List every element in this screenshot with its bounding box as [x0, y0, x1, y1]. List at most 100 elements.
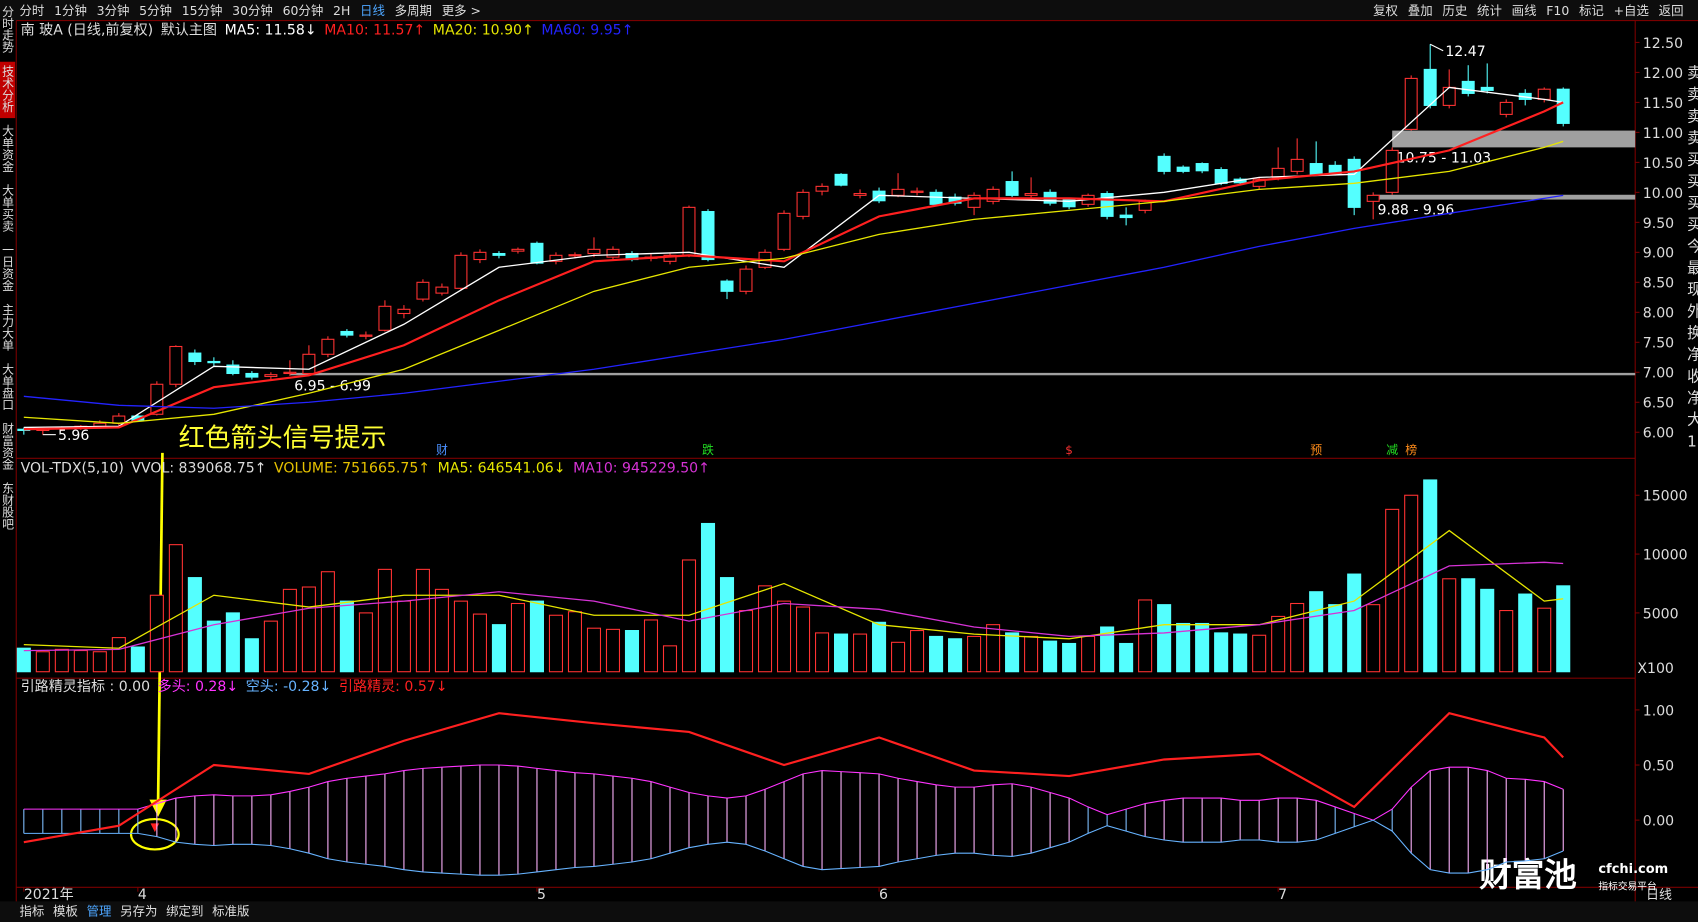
- candle-body: [1195, 163, 1209, 172]
- volume-bar: [320, 571, 335, 673]
- sidebar-tab[interactable]: 东财股吧: [1, 482, 15, 530]
- volume-bar: [719, 577, 735, 673]
- volume-bar: [1043, 640, 1058, 673]
- legend-entry: MA5: 646541.06↓: [438, 460, 566, 476]
- bottom-tab[interactable]: 标准版: [212, 903, 249, 918]
- candle-body: [264, 374, 278, 378]
- sidebar-tab[interactable]: 一日资金: [1, 244, 15, 292]
- ma-line: [23, 86, 1564, 429]
- toolbar-button[interactable]: F10: [1546, 3, 1569, 18]
- bottom-tab[interactable]: 模板: [53, 903, 78, 918]
- extreme-label: 5.96: [58, 428, 89, 444]
- candle-body: [511, 248, 525, 252]
- sidebar-tab[interactable]: 财富资金: [1, 422, 15, 470]
- toolbar-button[interactable]: 历史: [1442, 3, 1467, 18]
- candle-body: [1499, 101, 1513, 115]
- sidebar-active: [0, 61, 16, 119]
- toolbar-tab[interactable]: 多周期: [395, 3, 432, 18]
- event-marker: 跌: [702, 443, 714, 457]
- y-tick-label: 15000: [1643, 489, 1688, 505]
- watermark-brand: 财富池: [1479, 856, 1576, 894]
- event-marker: 榜: [1405, 443, 1417, 457]
- volume-bar: [1176, 622, 1191, 673]
- toolbar-tab[interactable]: 3分钟: [97, 3, 130, 18]
- volume-ma-line: [23, 529, 1564, 649]
- volume-bar: [1309, 591, 1324, 673]
- volume-bar: [548, 614, 564, 673]
- sidebar-tab[interactable]: 大单资金: [1, 124, 15, 172]
- bottom-tab[interactable]: 管理: [87, 903, 112, 918]
- candle-body: [1461, 80, 1475, 94]
- sidebar-tab[interactable]: 分时走势: [1, 5, 15, 53]
- x-tick-label: 2021年: [24, 887, 74, 903]
- ma-line: [23, 140, 1564, 424]
- toolbar-button[interactable]: +自选: [1614, 3, 1649, 18]
- side-quote-label: 现: [1687, 281, 1698, 299]
- toolbar-tab[interactable]: 分时: [19, 3, 44, 18]
- toolbar-button[interactable]: 复权: [1373, 3, 1398, 18]
- candle-body: [1214, 169, 1228, 184]
- legend-entry: 南 玻A (日线,前复权): [21, 22, 154, 39]
- y-tick-label: 11.00: [1643, 126, 1683, 142]
- candle-body: [777, 212, 791, 250]
- candle-body: [910, 190, 924, 193]
- volume-bar: [472, 613, 487, 673]
- sidebar-tab[interactable]: 技术分析: [1, 65, 15, 113]
- toolbar-button[interactable]: 画线: [1512, 3, 1537, 18]
- volume-bar: [853, 633, 868, 673]
- volume-bar: [1328, 604, 1343, 673]
- candle-body: [435, 286, 449, 294]
- toolbar-button[interactable]: 统计: [1477, 3, 1502, 18]
- extreme-pointer: [1429, 43, 1444, 52]
- toolbar-tab[interactable]: 15分钟: [182, 3, 223, 18]
- toolbar-tab[interactable]: 1分钟: [54, 3, 87, 18]
- volume-bar: [1366, 604, 1381, 673]
- candle-body: [682, 206, 696, 256]
- volume-bar: [1062, 642, 1077, 673]
- bottom-tab[interactable]: 指标: [19, 903, 44, 918]
- candle-body: [853, 193, 867, 196]
- side-quote-label: 买: [1687, 216, 1698, 234]
- volume-bar: [872, 621, 887, 673]
- bottom-tab[interactable]: 另存为: [120, 903, 157, 918]
- volume-bar: [111, 637, 126, 673]
- toolbar-button[interactable]: 返回: [1659, 3, 1684, 18]
- toolbar-tab[interactable]: 更多 >: [442, 3, 481, 18]
- y-tick-label: 7.50: [1643, 336, 1674, 352]
- volume-bar: [1271, 615, 1286, 673]
- volume-bar: [1252, 634, 1267, 673]
- period-label: 日线: [1646, 888, 1672, 903]
- volume-bar: [814, 632, 830, 673]
- toolbar-button[interactable]: 叠加: [1408, 3, 1433, 18]
- y-tick-label: 8.50: [1643, 276, 1674, 292]
- bottom-tab[interactable]: 绑定到: [166, 903, 203, 918]
- candle-body: [397, 308, 411, 315]
- volume-bar: [738, 610, 754, 673]
- event-marker: 预: [1310, 443, 1322, 457]
- toolbar-tab[interactable]: 5分钟: [139, 3, 172, 18]
- toolbar-tab[interactable]: 2H: [333, 3, 350, 18]
- side-quote-label: 买: [1687, 194, 1698, 212]
- legend-entry: MA20: 10.90↑: [433, 23, 534, 39]
- candle-body: [663, 254, 677, 262]
- legend-entry: MA10: 945229.50↑: [573, 460, 710, 476]
- volume-bar: [1100, 626, 1115, 673]
- candle-body: [359, 334, 373, 337]
- volume-bar: [1385, 508, 1400, 673]
- side-quote-label: 卖: [1687, 107, 1698, 125]
- sidebar-tab[interactable]: 大单盘口: [1, 362, 15, 410]
- sidebar-tab[interactable]: 主力大单: [1, 303, 15, 352]
- legend-entry: VVOL: 839068.75↑: [131, 460, 266, 476]
- y-tick-label: 1.00: [1643, 703, 1674, 719]
- y-tick-label: 9.50: [1643, 216, 1674, 232]
- y-tick-label: 8.00: [1643, 306, 1674, 322]
- sidebar-tab[interactable]: 大单买卖: [1, 184, 15, 233]
- toolbar-tab[interactable]: 日线: [360, 3, 385, 18]
- toolbar-tab[interactable]: 60分钟: [283, 3, 324, 18]
- toolbar-tab[interactable]: 30分钟: [232, 3, 273, 18]
- candle-body: [929, 191, 943, 205]
- toolbar-button[interactable]: 标记: [1579, 3, 1604, 18]
- volume-bar: [339, 600, 354, 673]
- volume-bar: [1442, 578, 1457, 673]
